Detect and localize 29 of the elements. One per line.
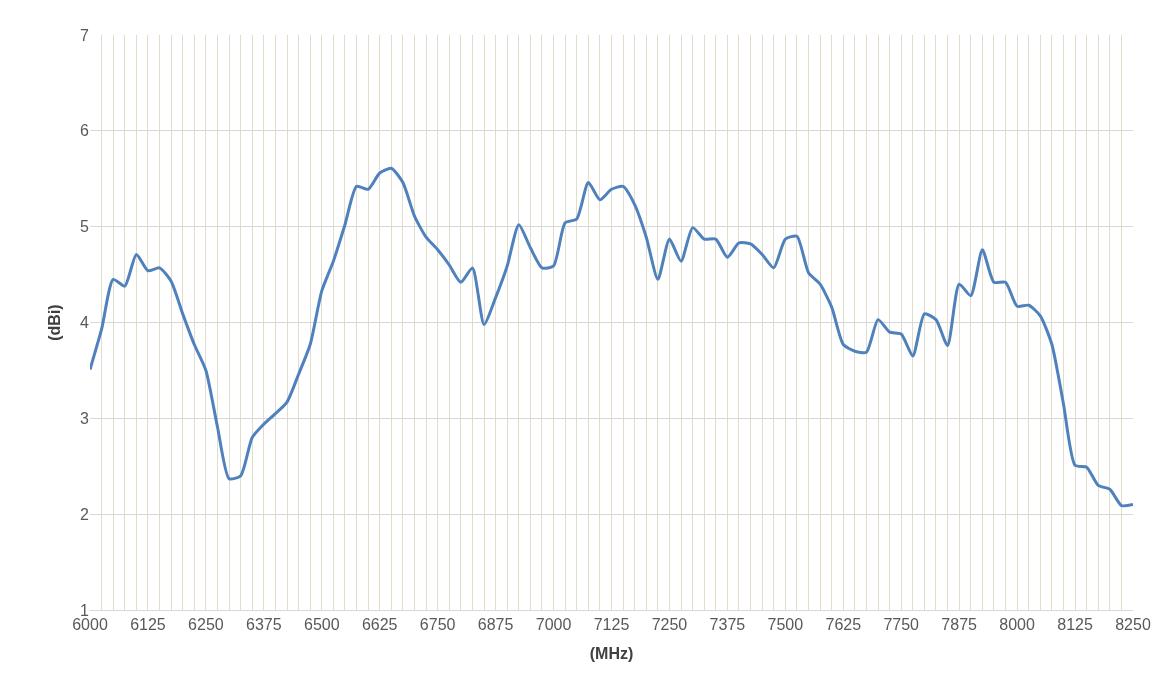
x-tick-label: 6500	[303, 616, 340, 634]
x-tick-label: 7875	[941, 616, 978, 634]
y-tick-label: 6	[80, 122, 90, 140]
x-tick-label: 6000	[72, 616, 108, 634]
x-tick-label: 6875	[477, 616, 514, 634]
x-tick-label: 6125	[130, 616, 166, 634]
y-tick-label: 3	[80, 409, 90, 427]
line-series	[90, 166, 1133, 508]
x-tick-label: 6375	[246, 616, 282, 634]
x-tick-label: 8250	[1115, 616, 1151, 634]
x-tick-label: 7375	[709, 616, 746, 634]
x-axis-title: (MHz)	[589, 644, 634, 662]
x-tick-label: 7250	[651, 616, 688, 634]
x-tick-label: 6250	[188, 616, 224, 634]
y-tick-label: 4	[80, 314, 90, 332]
x-tick-label: 8000	[999, 616, 1036, 634]
x-tick-label: 6625	[361, 616, 398, 634]
y-tick-label: 2	[80, 505, 90, 523]
y-tick-label: 5	[80, 218, 90, 236]
x-tick-label: 7125	[593, 616, 630, 634]
x-tick-label: 6750	[419, 616, 456, 634]
x-tick-label: 7500	[767, 616, 804, 634]
x-tick-label: 7000	[535, 616, 572, 634]
x-tick-label: 7625	[825, 616, 862, 634]
y-tick-label: 7	[80, 26, 90, 44]
y-axis-title: (dBi)	[45, 304, 63, 341]
x-tick-label: 8125	[1057, 616, 1093, 634]
y-tick-label: 1	[80, 601, 90, 619]
x-tick-label: 7750	[883, 616, 920, 634]
